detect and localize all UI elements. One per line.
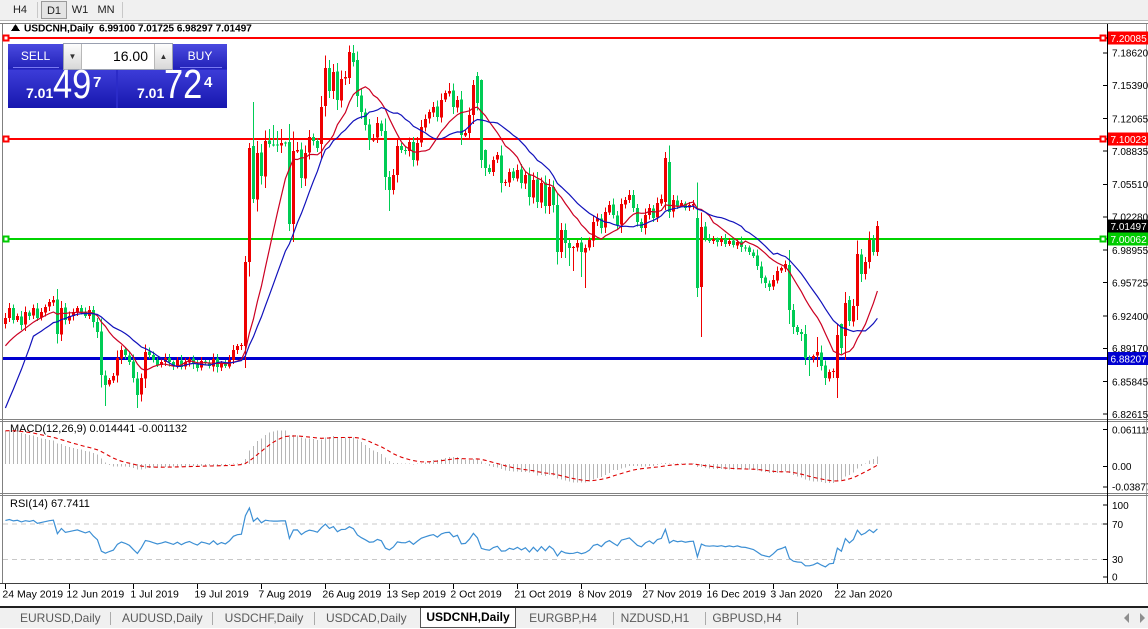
svg-text:6.85845: 6.85845	[1112, 378, 1148, 389]
svg-text:6.92400: 6.92400	[1112, 312, 1148, 323]
svg-text:70: 70	[1112, 520, 1124, 531]
svg-text:MACD(12,26,9) 0.014441 -0.0011: MACD(12,26,9) 0.014441 -0.001132	[10, 423, 187, 435]
svg-text:30: 30	[1112, 555, 1124, 566]
svg-text:24 May 2019: 24 May 2019	[2, 589, 63, 601]
svg-text:100: 100	[1112, 501, 1129, 512]
svg-text:6.98955: 6.98955	[1112, 246, 1148, 257]
svg-text:13 Sep 2019: 13 Sep 2019	[386, 589, 446, 601]
svg-text:0: 0	[1112, 573, 1118, 584]
svg-text:26 Aug 2019: 26 Aug 2019	[322, 589, 381, 601]
svg-text:12 Jun 2019: 12 Jun 2019	[66, 589, 124, 601]
svg-text:6.82615: 6.82615	[1112, 410, 1148, 421]
svg-text:16 Dec 2019: 16 Dec 2019	[706, 589, 766, 601]
svg-text:19 Jul 2019: 19 Jul 2019	[194, 589, 248, 601]
svg-text:6.95725: 6.95725	[1112, 278, 1148, 289]
svg-text:7.20085: 7.20085	[1111, 34, 1148, 45]
svg-text:27 Nov 2019: 27 Nov 2019	[642, 589, 702, 601]
svg-text:USDCNH,Daily 6.99100 7.01725: USDCNH,Daily 6.99100 7.01725 6.98297 7.0…	[24, 24, 252, 35]
svg-text:7.08835: 7.08835	[1112, 147, 1148, 158]
svg-text:7.18620: 7.18620	[1112, 49, 1148, 60]
svg-text:7.12065: 7.12065	[1112, 115, 1148, 126]
svg-text:6.89170: 6.89170	[1112, 344, 1148, 355]
svg-text:1 Jul 2019: 1 Jul 2019	[130, 589, 179, 601]
svg-text:8 Nov 2019: 8 Nov 2019	[578, 589, 632, 601]
svg-text:7.05510: 7.05510	[1112, 180, 1148, 191]
svg-text:7.10023: 7.10023	[1111, 135, 1148, 146]
svg-text:7 Aug 2019: 7 Aug 2019	[258, 589, 311, 601]
svg-text:0.061119: 0.061119	[1112, 425, 1148, 436]
svg-text:RSI(14) 67.7411: RSI(14) 67.7411	[10, 498, 90, 510]
svg-text:3 Jan 2020: 3 Jan 2020	[770, 589, 822, 601]
svg-text:7.00062: 7.00062	[1111, 235, 1148, 246]
svg-text:7.15390: 7.15390	[1112, 81, 1148, 92]
svg-text:7.01497: 7.01497	[1111, 222, 1148, 233]
svg-text:2 Oct 2019: 2 Oct 2019	[450, 589, 502, 601]
svg-text:0.00: 0.00	[1112, 462, 1132, 473]
svg-text:21 Oct 2019: 21 Oct 2019	[514, 589, 571, 601]
svg-text:7.02280: 7.02280	[1112, 213, 1148, 224]
svg-text:22 Jan 2020: 22 Jan 2020	[834, 589, 892, 601]
svg-text:6.88207: 6.88207	[1111, 354, 1148, 365]
svg-text:-0.03877: -0.03877	[1112, 483, 1148, 494]
